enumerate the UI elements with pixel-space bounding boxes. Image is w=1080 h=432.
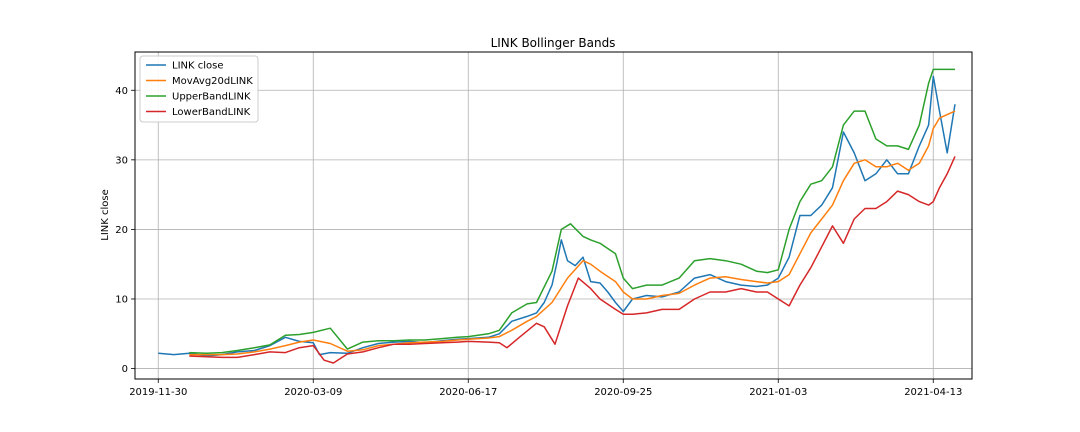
x-tick-label: 2021-04-13: [904, 387, 962, 398]
x-axis-ticks: 2019-11-30 2020-03-09 2020-06-17 2020-09-25…: [129, 379, 962, 398]
legend-box: [139, 55, 259, 123]
upperbandlink-line: [189, 68, 955, 355]
legend-label: MovAvg20dLINK: [172, 76, 253, 87]
x-tick-label: 2021-01-03: [749, 387, 807, 398]
series-layer: [158, 68, 956, 364]
legend-label: LINK close: [172, 61, 224, 72]
y-tick-label: 0: [122, 364, 128, 375]
lowerbandlink-line: [189, 156, 956, 364]
chart-title: LINK Bollinger Bands: [491, 36, 616, 50]
y-tick-label: 20: [115, 225, 128, 236]
x-tick-label: 2020-06-17: [439, 387, 497, 398]
x-tick-label: 2020-09-25: [594, 387, 652, 398]
y-tick-label: 10: [115, 294, 128, 305]
y-axis-label: LINK close: [100, 189, 111, 241]
x-tick-label: 2020-03-09: [284, 387, 342, 398]
legend-label: LowerBandLINK: [172, 107, 251, 118]
y-tick-label: 30: [115, 155, 128, 166]
movavg20dlink-line: [189, 110, 956, 356]
legend: LINK close MovAvg20dLINK UpperBandLINK Lowe…: [139, 55, 259, 123]
legend-label: UpperBandLINK: [172, 92, 251, 103]
plot-frame: [134, 51, 973, 380]
x-tick-label: 2019-11-30: [129, 387, 187, 398]
y-axis-ticks: 0 10 20 30 40: [115, 86, 135, 375]
link-close-line: [158, 75, 956, 357]
y-tick-label: 40: [115, 86, 128, 97]
